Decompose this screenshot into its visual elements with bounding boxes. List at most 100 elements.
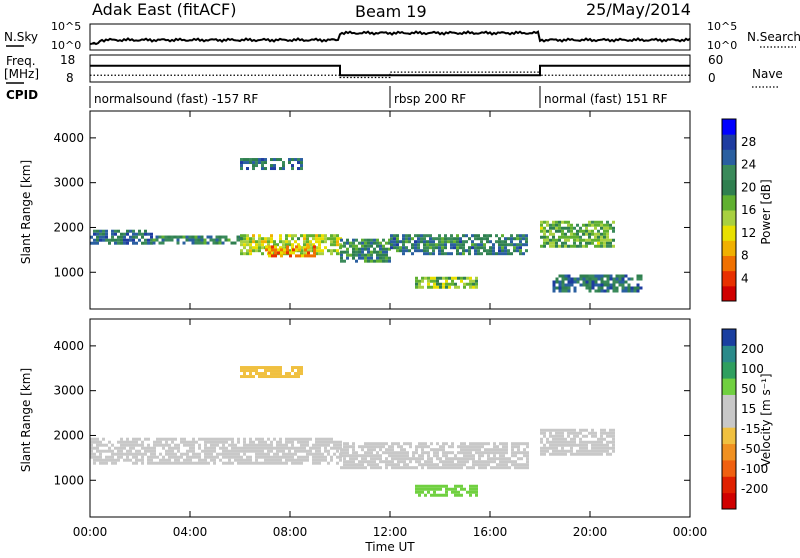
heatmap-cell — [471, 240, 474, 244]
heatmap-cell — [612, 437, 615, 441]
heatmap-cell — [352, 244, 355, 248]
heatmap-cell — [294, 158, 297, 162]
heatmap-cell — [552, 241, 555, 245]
heatmap-cell — [185, 238, 189, 242]
heatmap-cell — [472, 463, 475, 467]
heatmap-cell — [472, 490, 475, 494]
heatmap-cell — [117, 455, 120, 459]
heatmap-cell — [393, 246, 396, 250]
heatmap-cell — [183, 458, 186, 462]
heatmap-cell — [439, 460, 442, 464]
heatmap-cell — [285, 234, 288, 238]
heatmap-cell — [225, 452, 228, 456]
heatmap-cell — [579, 277, 583, 281]
heatmap-cell — [402, 237, 405, 241]
heatmap-cell — [588, 449, 591, 453]
heatmap-cell — [231, 440, 234, 444]
range-tick-label: 2000 — [53, 220, 84, 234]
heatmap-cell — [168, 461, 171, 465]
heatmap-cell — [249, 369, 252, 373]
heatmap-cell — [445, 276, 448, 280]
heatmap-cell — [285, 372, 288, 376]
heatmap-cell — [99, 235, 102, 239]
heatmap-cell — [502, 457, 505, 461]
heatmap-cell — [297, 369, 300, 373]
heatmap-cell — [150, 241, 153, 245]
heatmap-cell — [552, 223, 555, 227]
heatmap-cell — [555, 220, 558, 224]
heatmap-cell — [570, 452, 573, 456]
heatmap-cell — [591, 283, 595, 287]
heatmap-cell — [618, 280, 622, 284]
heatmap-cell — [639, 277, 643, 281]
heatmap-cell — [270, 440, 273, 444]
heatmap-cell — [475, 484, 478, 488]
heatmap-cell — [594, 452, 597, 456]
heatmap-cell — [567, 223, 570, 227]
heatmap-cell — [508, 457, 511, 461]
heatmap-cell — [294, 461, 297, 465]
heatmap-cell — [192, 443, 195, 447]
heatmap-cell — [433, 466, 436, 470]
heatmap-cell — [454, 490, 457, 494]
heatmap-cell — [370, 256, 373, 260]
heatmap-cell — [117, 446, 120, 450]
heatmap-cell — [99, 229, 102, 233]
heatmap-cell — [606, 238, 609, 242]
heatmap-cell — [475, 448, 478, 452]
heatmap-cell — [96, 229, 99, 233]
heatmap-cell — [433, 282, 436, 286]
heatmap-cell — [573, 280, 577, 284]
heatmap-cell — [478, 445, 481, 449]
heatmap-cell — [210, 440, 213, 444]
heatmap-cell — [514, 442, 517, 446]
heatmap-cell — [361, 250, 364, 254]
heatmap-cell — [297, 372, 300, 376]
heatmap-cell — [194, 241, 198, 245]
heatmap-cell — [630, 286, 634, 290]
heatmap-cell — [177, 455, 180, 459]
heatmap-cell — [442, 493, 445, 497]
heatmap-cell — [382, 445, 385, 449]
heatmap-cell — [450, 240, 453, 244]
heatmap-cell — [138, 443, 141, 447]
heatmap-cell — [465, 234, 468, 238]
heatmap-cell — [402, 252, 405, 256]
heatmap-cell — [561, 440, 564, 444]
heatmap-cell — [543, 434, 546, 438]
heatmap-cell — [297, 167, 300, 171]
heatmap-cell — [510, 234, 513, 238]
heatmap-cell — [186, 449, 189, 453]
heatmap-cell — [406, 466, 409, 470]
heatmap-cell — [543, 244, 546, 248]
heatmap-cell — [567, 274, 571, 278]
heatmap-cell — [343, 448, 346, 452]
heatmap-cell — [477, 243, 480, 247]
heatmap-cell — [315, 246, 318, 250]
heatmap-cell — [200, 238, 204, 242]
heatmap-cell — [493, 445, 496, 449]
heatmap-cell — [460, 445, 463, 449]
heatmap-cell — [273, 167, 276, 171]
heatmap-cell — [594, 223, 597, 227]
heatmap-cell — [382, 451, 385, 455]
heatmap-cell — [540, 437, 543, 441]
heatmap-cell — [493, 460, 496, 464]
heatmap-cell — [182, 235, 186, 239]
heatmap-cell — [466, 451, 469, 455]
heatmap-cell — [315, 455, 318, 459]
heatmap-cell — [603, 449, 606, 453]
heatmap-cell — [418, 457, 421, 461]
heatmap-cell — [105, 458, 108, 462]
heatmap-cell — [243, 246, 246, 250]
heatmap-cell — [183, 440, 186, 444]
heatmap-cell — [540, 244, 543, 248]
heatmap-cell — [210, 443, 213, 447]
heatmap-cell — [153, 449, 156, 453]
heatmap-cell — [621, 274, 625, 278]
heatmap-cell — [618, 274, 622, 278]
heatmap-cell — [93, 446, 96, 450]
heatmap-cell — [609, 428, 612, 432]
heatmap-cell — [414, 240, 417, 244]
heatmap-cell — [210, 452, 213, 456]
